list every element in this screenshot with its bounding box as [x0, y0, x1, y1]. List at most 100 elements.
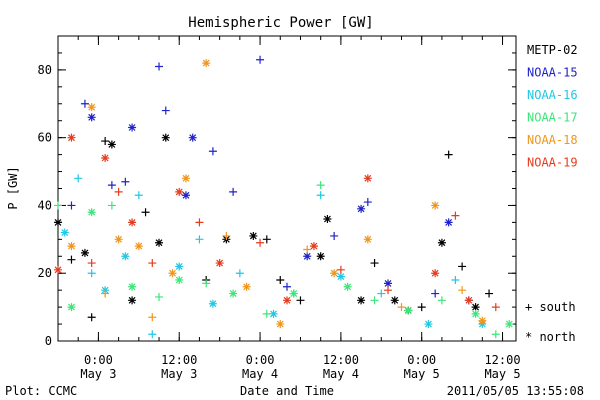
data-point-south [87, 259, 96, 268]
data-point-north [283, 296, 291, 305]
data-point-south [276, 276, 285, 284]
data-point-north [309, 242, 318, 251]
symbol-legend-entry: * north [525, 330, 576, 344]
data-point-south [148, 259, 157, 268]
data-point-north [54, 265, 62, 274]
y-tick-label: 0 [45, 334, 52, 348]
data-point-north [175, 276, 184, 284]
y-tick-label: 80 [38, 63, 52, 77]
data-point-north [67, 303, 76, 312]
data-point-south [101, 289, 110, 298]
data-point-south [451, 211, 460, 220]
data-point-north [54, 218, 62, 227]
data-point-north [464, 296, 473, 305]
symbol-legend: + south * north [525, 300, 576, 344]
data-point-south [336, 265, 345, 274]
data-marks [54, 55, 514, 339]
x-tick-date-label: May 4 [323, 367, 359, 381]
data-point-north [437, 238, 446, 247]
data-point-south [330, 231, 339, 240]
data-point-south [417, 303, 426, 312]
data-point-north [87, 103, 96, 112]
data-point-north [303, 252, 312, 261]
data-point-south [229, 187, 238, 196]
data-point-south [101, 137, 110, 146]
legend-entry: NOAA-15 [527, 66, 578, 80]
data-point-north [128, 296, 137, 305]
x-tick-date-label: May 4 [242, 367, 278, 381]
x-tick-time-label: 0:00 [407, 353, 436, 367]
data-point-north [404, 306, 413, 315]
y-axis: 0 20 40 60 80 [38, 35, 516, 348]
data-point-north [128, 282, 137, 291]
data-point-south [208, 147, 217, 156]
data-point-north [181, 191, 190, 200]
data-point-north [363, 235, 372, 244]
data-point-north [60, 228, 69, 237]
data-point-south [107, 201, 116, 210]
data-point-south [155, 292, 164, 301]
data-point-north [336, 272, 345, 281]
data-point-south [303, 245, 312, 254]
data-point-north [202, 59, 211, 68]
data-point-north [67, 242, 76, 251]
chart-title: Hemispheric Power [GW] [188, 15, 373, 31]
data-point-north [276, 320, 285, 329]
data-point-south [458, 262, 467, 271]
data-point-south [161, 106, 170, 115]
data-point-south [121, 177, 130, 186]
x-tick-date-label: May 3 [161, 367, 197, 381]
data-point-north [330, 269, 339, 278]
data-point-south [148, 330, 157, 339]
data-point-south [363, 198, 372, 207]
data-point-south [316, 191, 325, 200]
data-point-south [80, 99, 89, 108]
data-point-south [155, 62, 164, 71]
data-point-north [67, 133, 76, 142]
data-point-south [87, 269, 96, 278]
data-point-north [431, 269, 440, 278]
data-point-north [101, 154, 110, 162]
data-point-north [316, 252, 325, 261]
data-point-north [357, 296, 366, 305]
data-point-south [458, 286, 467, 295]
data-point-south [437, 296, 446, 305]
data-point-south [370, 296, 379, 305]
data-point-north [289, 289, 298, 298]
data-point-south [256, 55, 265, 64]
data-point-north [323, 215, 332, 223]
data-point-north [128, 123, 137, 132]
plot-area-frame [57, 35, 517, 342]
data-point-south [296, 296, 305, 305]
data-point-north [208, 299, 217, 308]
data-point-north [478, 316, 487, 325]
data-point-south [491, 330, 500, 339]
plot-timestamp: 2011/05/05 13:55:08 [447, 384, 584, 398]
data-point-south [148, 313, 157, 322]
data-point-south [87, 313, 96, 322]
data-point-north [161, 133, 170, 142]
data-point-north [175, 187, 184, 196]
data-point-north [168, 269, 177, 278]
data-point-south [283, 282, 291, 291]
data-point-south [256, 238, 265, 247]
data-point-south [107, 181, 116, 190]
data-point-north [87, 208, 96, 217]
plot-credit: Plot: CCMC [5, 384, 77, 398]
data-point-north [424, 320, 433, 329]
data-point-south [262, 309, 271, 318]
data-point-south [195, 235, 204, 244]
data-point-south [444, 150, 453, 159]
data-point-south [377, 289, 386, 298]
data-point-south [431, 289, 440, 298]
legend-entry: NOAA-16 [527, 88, 578, 102]
legend-entry: NOAA-19 [527, 156, 578, 170]
series-legend: METP-02 NOAA-15 NOAA-16 NOAA-17 NOAA-18 NOAA-… [527, 43, 578, 170]
data-point-south [54, 201, 62, 210]
data-point-south [370, 259, 379, 268]
data-point-north [249, 231, 258, 240]
data-point-south [222, 231, 231, 240]
data-point-south [67, 255, 76, 264]
legend-entry: METP-02 [527, 43, 578, 57]
data-point-north [242, 282, 251, 291]
